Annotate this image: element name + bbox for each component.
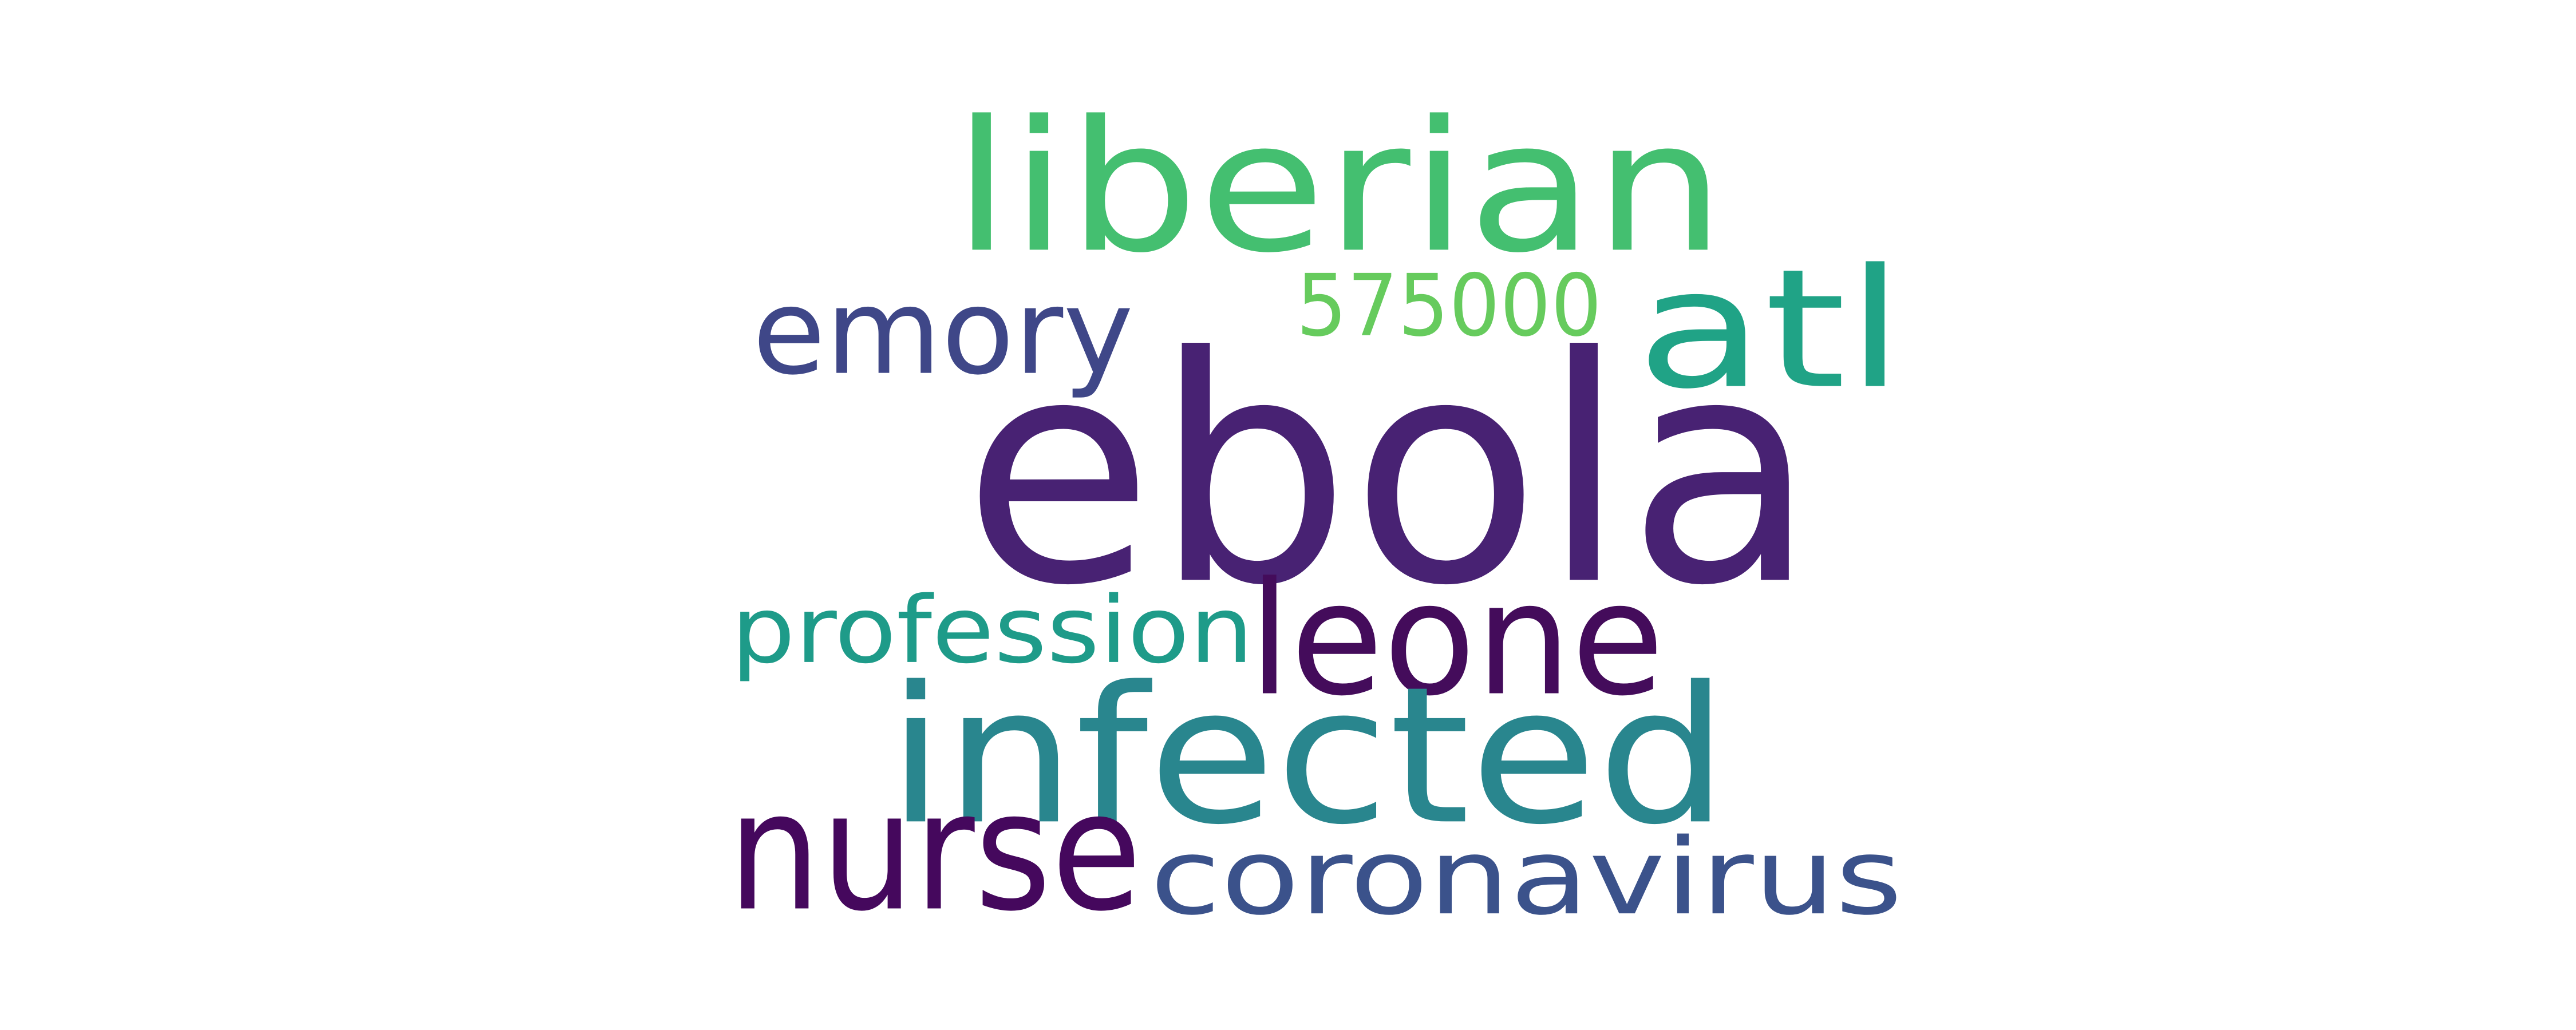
word-infected: infected [887, 646, 1728, 866]
word-emory: emory [752, 263, 1133, 401]
word-liberian: liberian [953, 82, 1725, 292]
word-ebola: ebola [963, 290, 1817, 653]
word-coronavirus: coronavirus [1150, 816, 1902, 938]
word-575000: 575000 [1296, 256, 1602, 356]
word-nurse: nurse [728, 756, 1141, 948]
word-leone: leone [1249, 549, 1664, 730]
word-profession: profession [731, 577, 1254, 684]
word-atl: atl [1636, 234, 1904, 425]
